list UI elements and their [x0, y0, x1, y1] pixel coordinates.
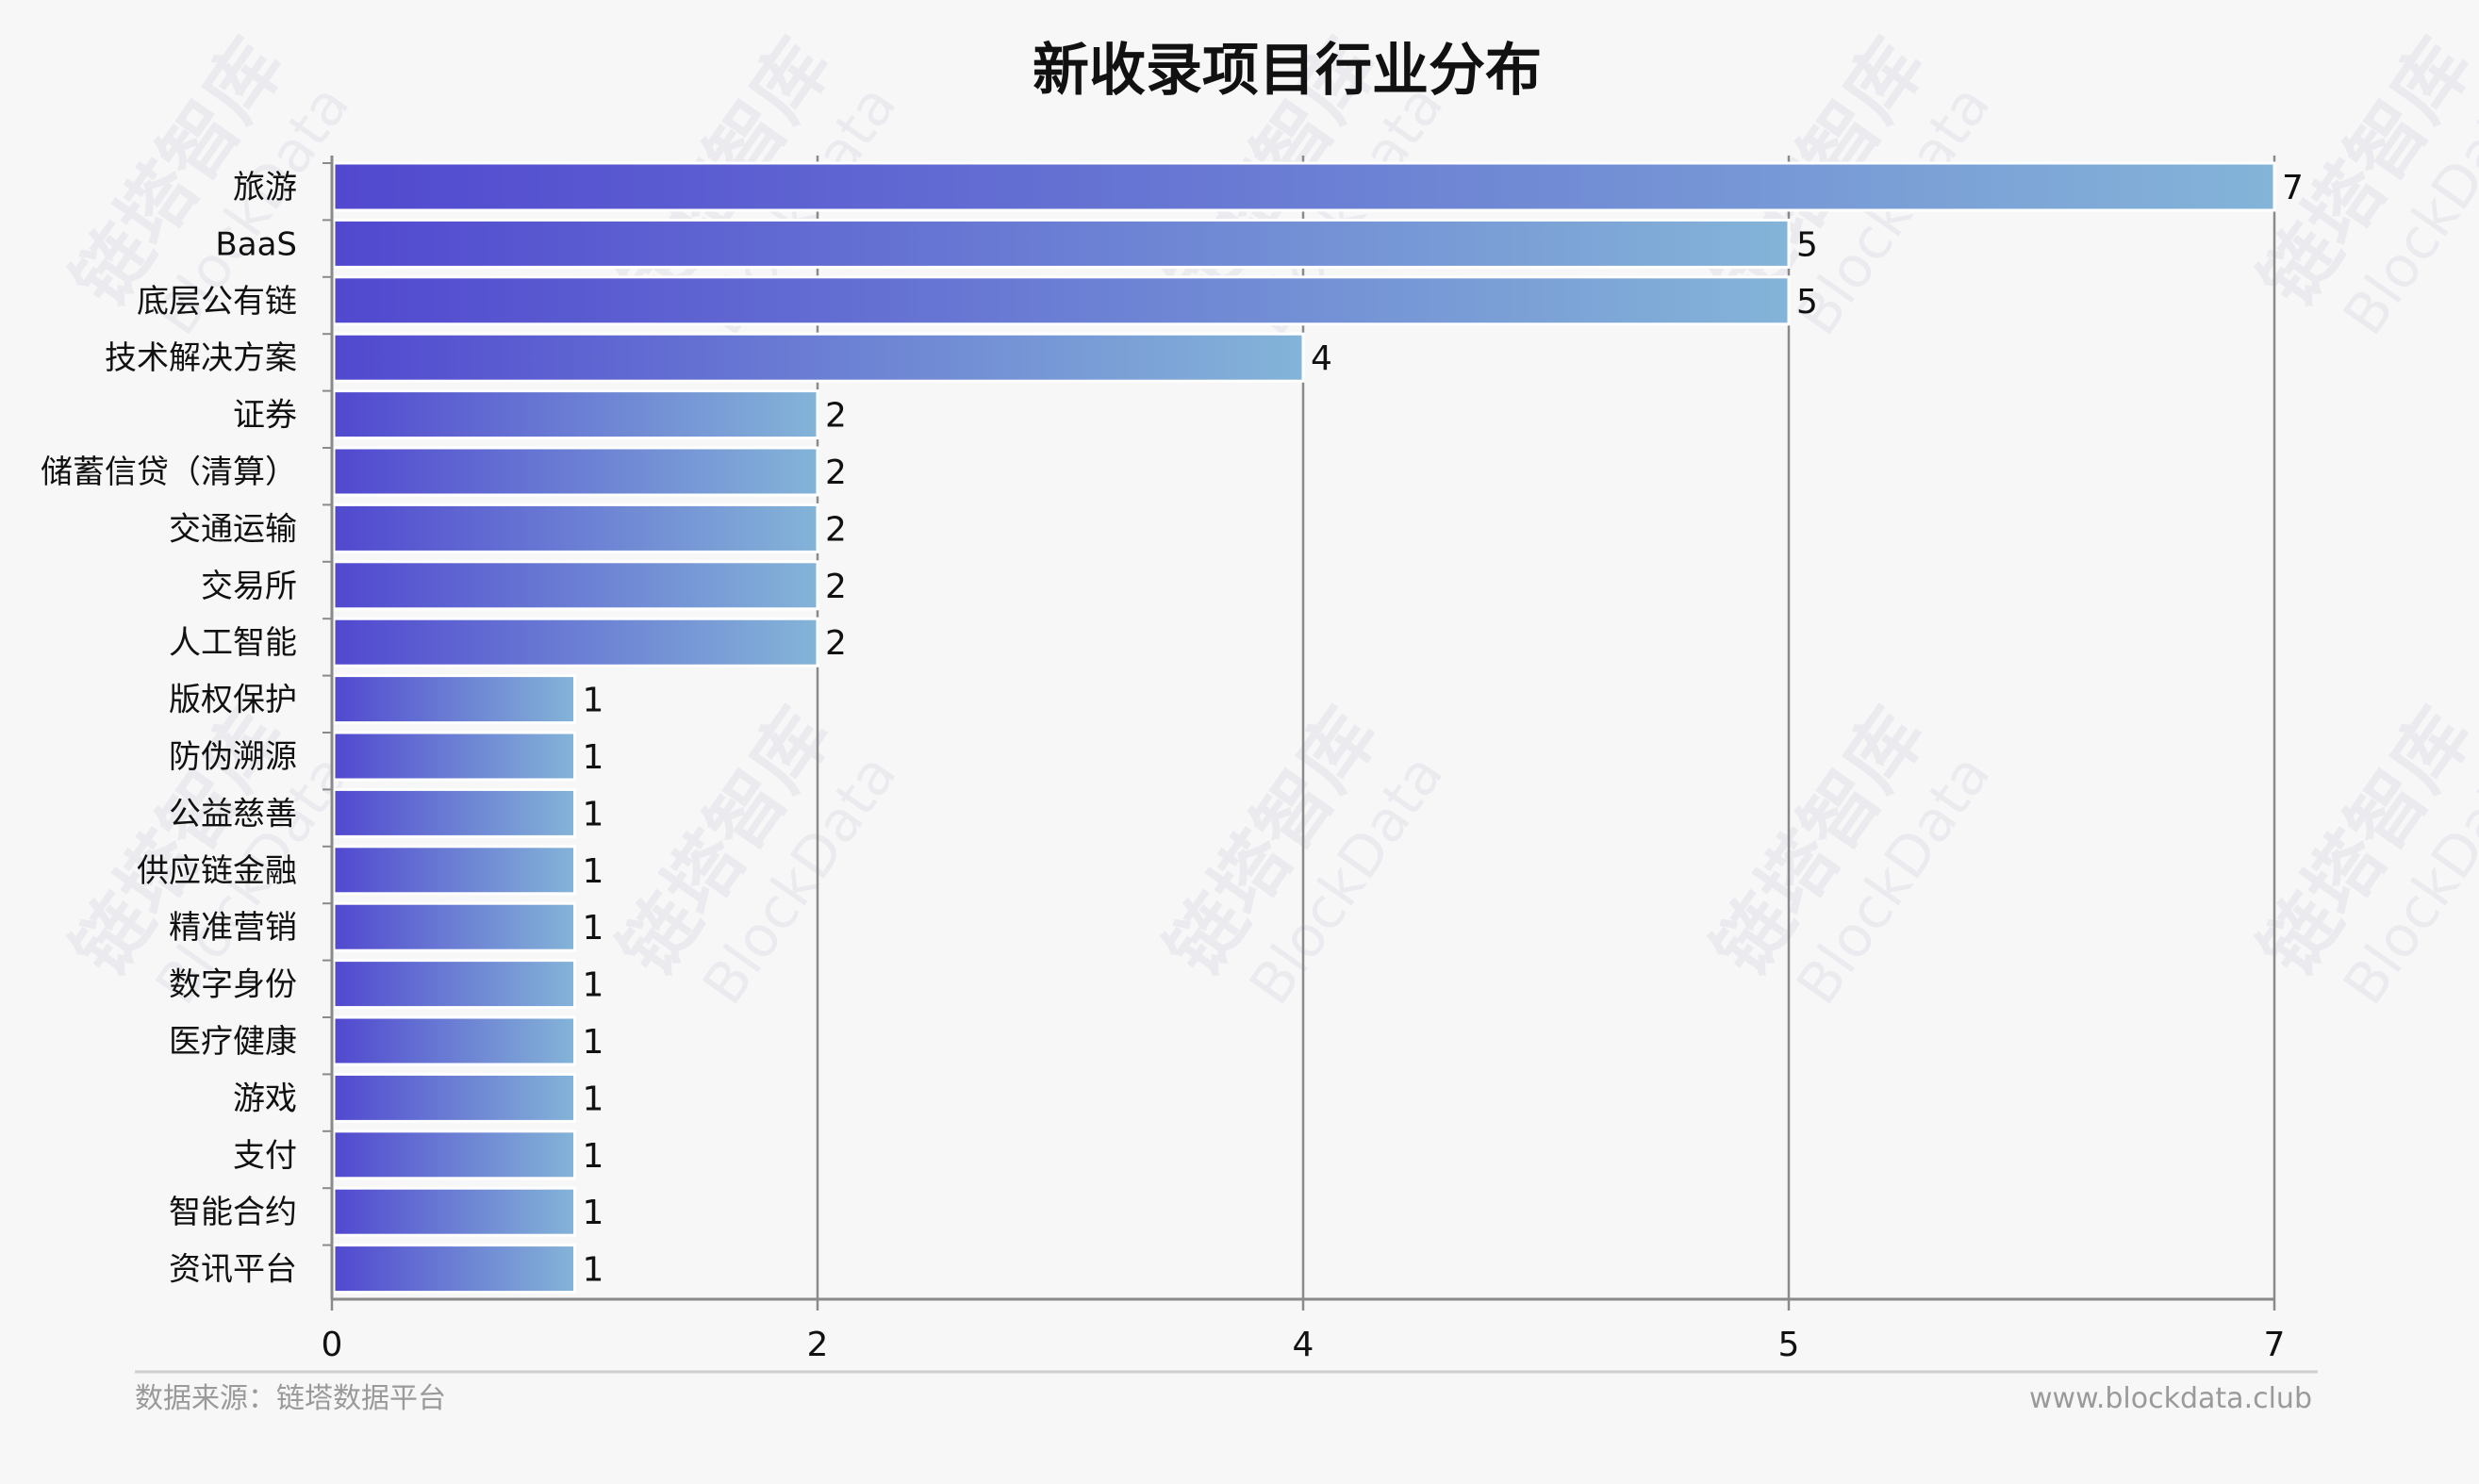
category-label: 交通运输 [169, 510, 297, 548]
value-label: 2 [825, 397, 847, 436]
value-label: 7 [2282, 169, 2304, 207]
value-label: 1 [583, 852, 604, 891]
category-label: 防伪溯源 [169, 738, 297, 776]
bar [332, 389, 819, 440]
category-label: 旅游 [233, 169, 297, 206]
value-label: 1 [583, 966, 604, 1005]
bar [332, 218, 1791, 269]
category-label: 公益慈善 [169, 795, 297, 833]
x-tick-label: 7 [2264, 1326, 2286, 1364]
x-axis: 0 2 4 5 7 [322, 156, 2286, 1364]
bar [332, 959, 576, 1010]
category-label: 支付 [233, 1137, 297, 1175]
value-label: 2 [825, 453, 847, 492]
value-label: 5 [1796, 225, 1818, 264]
bar [332, 446, 819, 497]
category-label: BaaS [215, 225, 297, 263]
bar [332, 1129, 576, 1180]
category-label: 供应链金融 [137, 852, 297, 890]
footer-source: 数据来源：链塔数据平台 [135, 1382, 446, 1415]
category-label: 技术解决方案 [105, 339, 297, 377]
category-label: 医疗健康 [169, 1023, 297, 1061]
x-tick-label: 2 [807, 1326, 829, 1364]
category-label: 资讯平台 [169, 1251, 297, 1289]
value-label: 1 [583, 738, 604, 777]
category-label: 数字身份 [169, 966, 297, 1004]
value-label: 1 [583, 909, 604, 948]
chart-title: 新收录项目行业分布 [1033, 38, 1542, 104]
value-label: 1 [583, 1194, 604, 1232]
bar [332, 731, 576, 782]
bar [332, 901, 576, 952]
value-label: 4 [1311, 339, 1332, 378]
bar [332, 1244, 576, 1294]
bar [332, 787, 576, 838]
bar [332, 503, 819, 553]
bar [332, 275, 1791, 326]
value-label: 1 [583, 1137, 604, 1176]
value-label: 1 [583, 795, 604, 833]
value-label: 1 [583, 1080, 604, 1118]
category-label: 版权保护 [169, 682, 297, 719]
bar [332, 161, 2276, 212]
bar [332, 1015, 576, 1066]
bar [332, 560, 819, 611]
category-label: 底层公有链 [137, 283, 297, 321]
value-label: 1 [583, 1023, 604, 1062]
x-tick-label: 4 [1293, 1326, 1314, 1364]
category-label: 智能合约 [169, 1194, 297, 1231]
category-label: 交易所 [201, 568, 297, 605]
value-label: 2 [825, 624, 847, 663]
bar [332, 617, 819, 668]
footer-website: www.blockdata.club [2029, 1382, 2312, 1415]
category-label: 精准营销 [169, 909, 297, 947]
category-label: 游戏 [233, 1080, 297, 1117]
bar [332, 845, 576, 896]
value-label: 5 [1796, 283, 1818, 322]
category-label: 储蓄信贷（清算） [41, 453, 297, 491]
value-label: 2 [825, 568, 847, 606]
bar [332, 674, 576, 725]
bar-group: 旅游 7 BaaS 5 底层公有链 5 技术解决方案 4 证券 2 储蓄信贷（清算） 2 交通运输 2 交易… [41, 161, 2304, 1294]
bar [332, 1186, 576, 1237]
x-tick-label: 0 [322, 1326, 343, 1364]
bar [332, 332, 1305, 383]
bar [332, 1072, 576, 1123]
grid-lines [816, 156, 2276, 1299]
category-label: 证券 [233, 397, 297, 435]
value-label: 2 [825, 510, 847, 549]
value-label: 1 [583, 1251, 604, 1290]
x-tick-label: 5 [1778, 1326, 1800, 1364]
value-label: 1 [583, 682, 604, 720]
category-label: 人工智能 [169, 624, 297, 662]
